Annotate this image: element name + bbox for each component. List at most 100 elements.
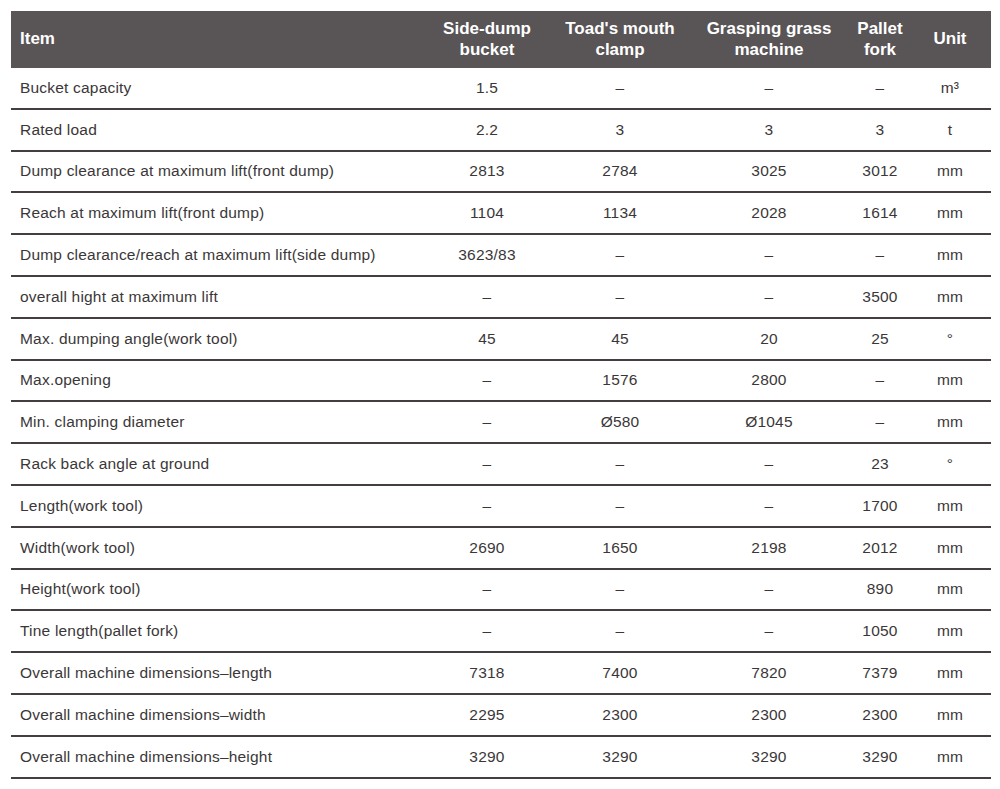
value-pallet-fork: – — [851, 234, 909, 276]
value-side-dump-bucket: 45 — [421, 318, 553, 360]
unit-cell: mm — [909, 569, 991, 611]
value-pallet-fork: – — [851, 68, 909, 109]
row-label: Overall machine dimensions–length — [11, 652, 421, 694]
row-label: Max.opening — [11, 360, 421, 402]
value-toads-mouth-clamp: 3290 — [553, 736, 687, 778]
value-side-dump-bucket: 3290 — [421, 736, 553, 778]
value-pallet-fork: 1614 — [851, 192, 909, 234]
unit-cell: t — [909, 109, 991, 151]
value-grasping-grass-machine: 2198 — [687, 527, 851, 569]
value-toads-mouth-clamp: 2784 — [553, 151, 687, 193]
table-row: Overall machine dimensions–height 3290 3… — [11, 736, 991, 778]
value-toads-mouth-clamp: 1576 — [553, 360, 687, 402]
value-grasping-grass-machine: 3025 — [687, 151, 851, 193]
value-pallet-fork: 23 — [851, 443, 909, 485]
value-toads-mouth-clamp: – — [553, 485, 687, 527]
value-side-dump-bucket: – — [421, 485, 553, 527]
table-row: Max.opening – 1576 2800 – mm — [11, 360, 991, 402]
value-grasping-grass-machine: 2800 — [687, 360, 851, 402]
row-label: Height(work tool) — [11, 569, 421, 611]
row-label: Width(work tool) — [11, 527, 421, 569]
value-toads-mouth-clamp: Ø580 — [553, 401, 687, 443]
table-row: Rated load 2.2 3 3 3 t — [11, 109, 991, 151]
column-header-unit: Unit — [909, 11, 991, 68]
row-label: Max. dumping angle(work tool) — [11, 318, 421, 360]
value-side-dump-bucket: – — [421, 360, 553, 402]
value-grasping-grass-machine: 2028 — [687, 192, 851, 234]
value-toads-mouth-clamp: 45 — [553, 318, 687, 360]
value-pallet-fork: 1050 — [851, 610, 909, 652]
unit-cell: mm — [909, 736, 991, 778]
value-grasping-grass-machine: 2300 — [687, 694, 851, 736]
unit-cell: mm — [909, 192, 991, 234]
value-side-dump-bucket: – — [421, 276, 553, 318]
value-side-dump-bucket: 2813 — [421, 151, 553, 193]
value-pallet-fork: 3012 — [851, 151, 909, 193]
value-side-dump-bucket: – — [421, 401, 553, 443]
value-toads-mouth-clamp: 2300 — [553, 694, 687, 736]
value-pallet-fork: 2012 — [851, 527, 909, 569]
unit-cell: m³ — [909, 68, 991, 109]
value-toads-mouth-clamp: 3 — [553, 109, 687, 151]
value-side-dump-bucket: – — [421, 569, 553, 611]
column-header-pallet-fork: Pallet fork — [851, 11, 909, 68]
value-grasping-grass-machine: – — [687, 610, 851, 652]
table-row: Reach at maximum lift(front dump) 1104 1… — [11, 192, 991, 234]
unit-cell: mm — [909, 694, 991, 736]
value-grasping-grass-machine: 7820 — [687, 652, 851, 694]
value-grasping-grass-machine: – — [687, 569, 851, 611]
row-label: Length(work tool) — [11, 485, 421, 527]
spec-sheet-page: Item Side-dump bucket Toad's mouth clamp… — [0, 0, 1000, 789]
value-toads-mouth-clamp: – — [553, 569, 687, 611]
column-header-item: Item — [11, 11, 421, 68]
value-toads-mouth-clamp: – — [553, 443, 687, 485]
unit-cell: mm — [909, 610, 991, 652]
row-label: Dump clearance at maximum lift(front dum… — [11, 151, 421, 193]
value-grasping-grass-machine: 20 — [687, 318, 851, 360]
row-label: Rack back angle at ground — [11, 443, 421, 485]
table-row: Bucket capacity 1.5 – – – m³ — [11, 68, 991, 109]
value-pallet-fork: 25 — [851, 318, 909, 360]
unit-cell: mm — [909, 401, 991, 443]
table-row: Overall machine dimensions–width 2295 23… — [11, 694, 991, 736]
value-pallet-fork: 890 — [851, 569, 909, 611]
value-grasping-grass-machine: – — [687, 68, 851, 109]
value-side-dump-bucket: – — [421, 443, 553, 485]
value-pallet-fork: – — [851, 401, 909, 443]
value-toads-mouth-clamp: – — [553, 276, 687, 318]
row-label: Dump clearance/reach at maximum lift(sid… — [11, 234, 421, 276]
unit-cell: mm — [909, 360, 991, 402]
value-toads-mouth-clamp: – — [553, 234, 687, 276]
header-row: Item Side-dump bucket Toad's mouth clamp… — [11, 11, 991, 68]
work-tool-spec-table: Item Side-dump bucket Toad's mouth clamp… — [11, 11, 991, 779]
value-toads-mouth-clamp: – — [553, 68, 687, 109]
row-label: Overall machine dimensions–height — [11, 736, 421, 778]
row-label: Reach at maximum lift(front dump) — [11, 192, 421, 234]
table-row: Min. clamping diameter – Ø580 Ø1045 – mm — [11, 401, 991, 443]
table-body: Bucket capacity 1.5 – – – m³ Rated load … — [11, 68, 991, 778]
table-row: Tine length(pallet fork) – – – 1050 mm — [11, 610, 991, 652]
value-side-dump-bucket: 1104 — [421, 192, 553, 234]
table-row: Width(work tool) 2690 1650 2198 2012 mm — [11, 527, 991, 569]
column-header-grasping-grass-machine: Grasping grass machine — [687, 11, 851, 68]
value-grasping-grass-machine: 3290 — [687, 736, 851, 778]
row-label: Rated load — [11, 109, 421, 151]
value-toads-mouth-clamp: – — [553, 610, 687, 652]
unit-cell: mm — [909, 276, 991, 318]
row-label: Min. clamping diameter — [11, 401, 421, 443]
row-label: Overall machine dimensions–width — [11, 694, 421, 736]
row-label: overall hight at maximum lift — [11, 276, 421, 318]
row-label: Tine length(pallet fork) — [11, 610, 421, 652]
value-pallet-fork: 2300 — [851, 694, 909, 736]
value-grasping-grass-machine: – — [687, 276, 851, 318]
unit-cell: mm — [909, 151, 991, 193]
table-row: Height(work tool) – – – 890 mm — [11, 569, 991, 611]
value-grasping-grass-machine: – — [687, 443, 851, 485]
value-side-dump-bucket: 7318 — [421, 652, 553, 694]
value-side-dump-bucket: 1.5 — [421, 68, 553, 109]
row-label: Bucket capacity — [11, 68, 421, 109]
table-row: Dump clearance/reach at maximum lift(sid… — [11, 234, 991, 276]
value-pallet-fork: – — [851, 360, 909, 402]
value-grasping-grass-machine: – — [687, 485, 851, 527]
value-toads-mouth-clamp: 1134 — [553, 192, 687, 234]
